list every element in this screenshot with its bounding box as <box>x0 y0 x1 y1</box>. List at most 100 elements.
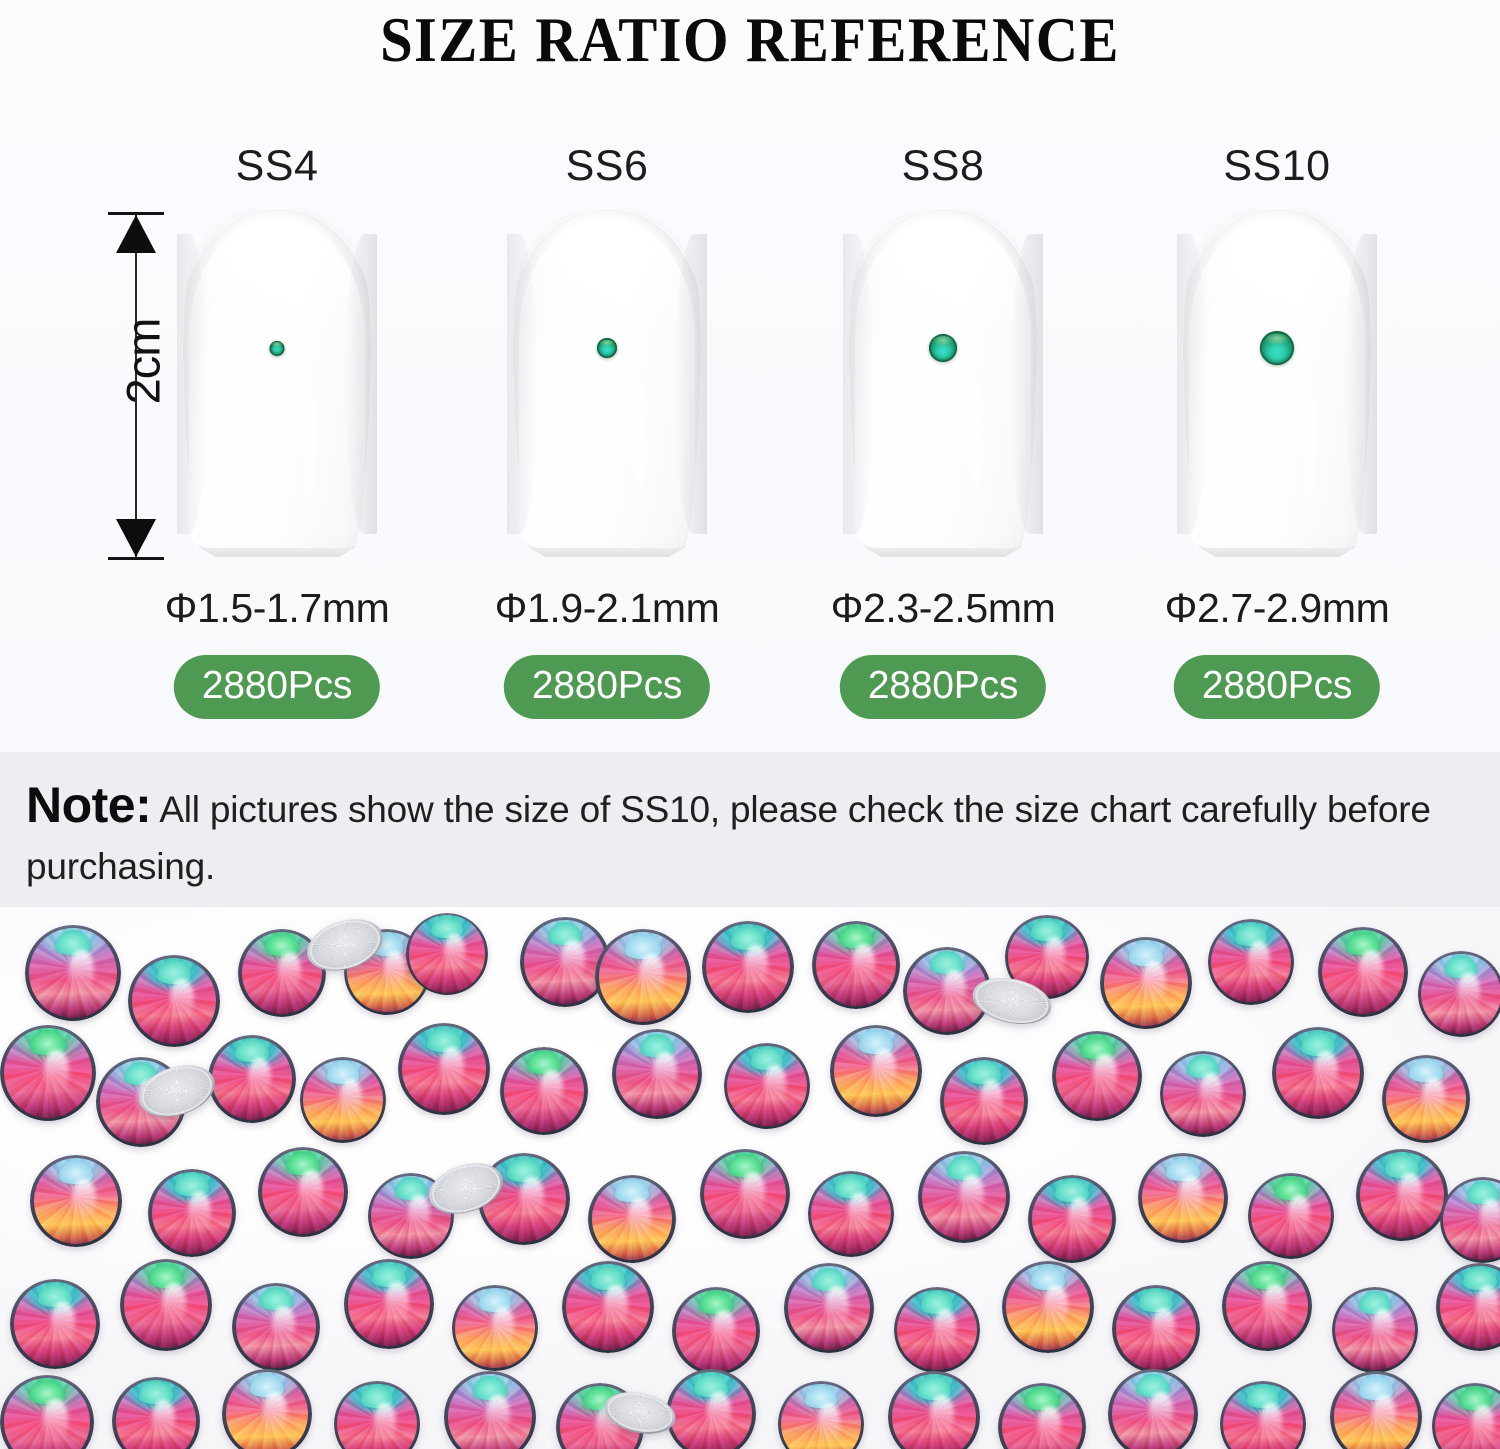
size-column-ss4: SS4 Φ1.5-1.7mm 2880Pcs <box>112 0 442 752</box>
stone-table-facet <box>1358 1375 1394 1400</box>
stone-body <box>612 1029 702 1119</box>
page-title: SIZE RATIO REFERENCE <box>380 5 1120 75</box>
rhinestone <box>1318 927 1408 1017</box>
rhinestone <box>1432 1383 1500 1449</box>
quantity-badge: 2880Pcs <box>1173 655 1381 719</box>
rhinestone-sample <box>269 340 285 356</box>
stone-body <box>588 1175 676 1263</box>
stone-body <box>120 1259 212 1351</box>
stone-glint <box>1372 1394 1397 1440</box>
rhinestone <box>398 1023 490 1115</box>
stone-glint <box>561 940 585 984</box>
rhinestone <box>812 921 900 1009</box>
stone-body <box>1318 927 1408 1017</box>
stone-table-facet <box>811 1267 847 1291</box>
rhinestone <box>10 1279 100 1369</box>
stone-glint <box>407 1195 430 1237</box>
rhinestone <box>0 1025 96 1121</box>
rhinestone <box>588 1175 676 1263</box>
diameter-label: Φ2.7-2.9mm <box>1164 585 1390 631</box>
dimension-cap-bottom <box>108 557 164 560</box>
stone-body <box>1248 1173 1334 1259</box>
stone-body <box>1028 1175 1116 1263</box>
rhinestone <box>1112 1285 1200 1373</box>
nail-tip-rim <box>1189 218 1365 548</box>
stone-table-facet <box>916 1375 952 1400</box>
stone-glint <box>272 1305 296 1349</box>
rhinestone <box>520 917 610 1007</box>
rhinestone <box>1208 919 1294 1005</box>
stone-table-facet <box>1409 1059 1443 1083</box>
stone-glint <box>1263 1284 1287 1328</box>
stone-table-facet <box>235 1039 269 1063</box>
rhinestone <box>612 1029 702 1119</box>
stone-table-facet <box>148 1263 184 1288</box>
nail-highlight-streak <box>1303 358 1317 548</box>
stone-glint <box>639 953 665 1001</box>
rhinestone <box>1248 1173 1334 1259</box>
stone-glint <box>744 944 769 990</box>
stone-glint <box>278 951 302 995</box>
stone-glint <box>653 1052 677 1096</box>
stone-glint <box>1314 1050 1339 1096</box>
rhinestone <box>1330 1371 1422 1449</box>
stone-table-facet <box>1030 1265 1066 1290</box>
stone-body <box>222 1369 312 1449</box>
nail-highlight-streak <box>633 358 647 548</box>
rhinestone <box>1220 1381 1306 1449</box>
stone-table-facet <box>371 1263 407 1287</box>
stone-body <box>903 947 991 1035</box>
stone-glint <box>1152 1307 1176 1351</box>
stone-body <box>1220 1381 1306 1449</box>
rhinestone-sample <box>597 338 617 358</box>
stone-table-facet <box>394 1177 428 1200</box>
stone-table-facet <box>1300 1031 1336 1056</box>
nail-shade-right <box>1011 234 1043 534</box>
rhinestone <box>595 929 691 1025</box>
stone-glint <box>1247 941 1270 983</box>
stone-glint <box>628 1197 652 1241</box>
stone-table-facet <box>360 1385 394 1408</box>
stone-body <box>406 913 488 995</box>
stone-table-facet <box>506 1157 542 1182</box>
stone-body <box>452 1285 538 1371</box>
stone-table-facet <box>285 1151 321 1175</box>
stone-table-facet <box>1165 1157 1201 1181</box>
rhinestone <box>334 1381 420 1449</box>
stone-glint <box>263 1392 287 1436</box>
stone-table-facet <box>1345 931 1381 955</box>
rhinestone <box>258 1147 348 1237</box>
stone-glint <box>1068 1197 1092 1241</box>
rhinestone <box>1356 1149 1448 1241</box>
stone-body <box>700 1149 790 1239</box>
stone-table-facet <box>1025 1387 1059 1411</box>
rhinestone <box>940 1057 1028 1145</box>
stone-table-facet <box>699 1291 733 1315</box>
stone-glint <box>1287 1195 1310 1237</box>
stone-glint <box>44 1049 70 1097</box>
stone-table-facet <box>1139 1289 1173 1313</box>
size-name-label: SS10 <box>1223 142 1331 190</box>
stone-glint <box>520 1176 545 1222</box>
stone-table-facet <box>58 1159 94 1184</box>
rhinestone <box>903 947 991 1035</box>
stone-glint <box>248 1057 272 1101</box>
stone-table-facet <box>1128 941 1164 966</box>
rhinestone <box>724 1043 810 1129</box>
quantity-badge: 2880Pcs <box>173 655 381 719</box>
stone-body <box>808 1171 894 1257</box>
stone-table-facet <box>750 1047 784 1070</box>
stone-glint <box>486 1394 511 1440</box>
stone-glint <box>1398 1172 1423 1218</box>
rhinestone <box>222 1369 312 1449</box>
nail-shade-right <box>675 234 707 534</box>
note-text: Note: All pictures show the size of SS10… <box>26 770 1476 894</box>
nail-tip-rim <box>855 218 1031 548</box>
nail-tip-sample <box>442 208 772 563</box>
stone-glint <box>1044 1284 1069 1330</box>
stone-glint <box>960 1174 985 1220</box>
size-column-ss10: SS10 Φ2.7-2.9mm 2880Pcs <box>1112 0 1442 752</box>
dimension-line <box>135 215 138 557</box>
stone-body <box>520 917 610 1007</box>
rhinestone <box>500 1047 588 1135</box>
